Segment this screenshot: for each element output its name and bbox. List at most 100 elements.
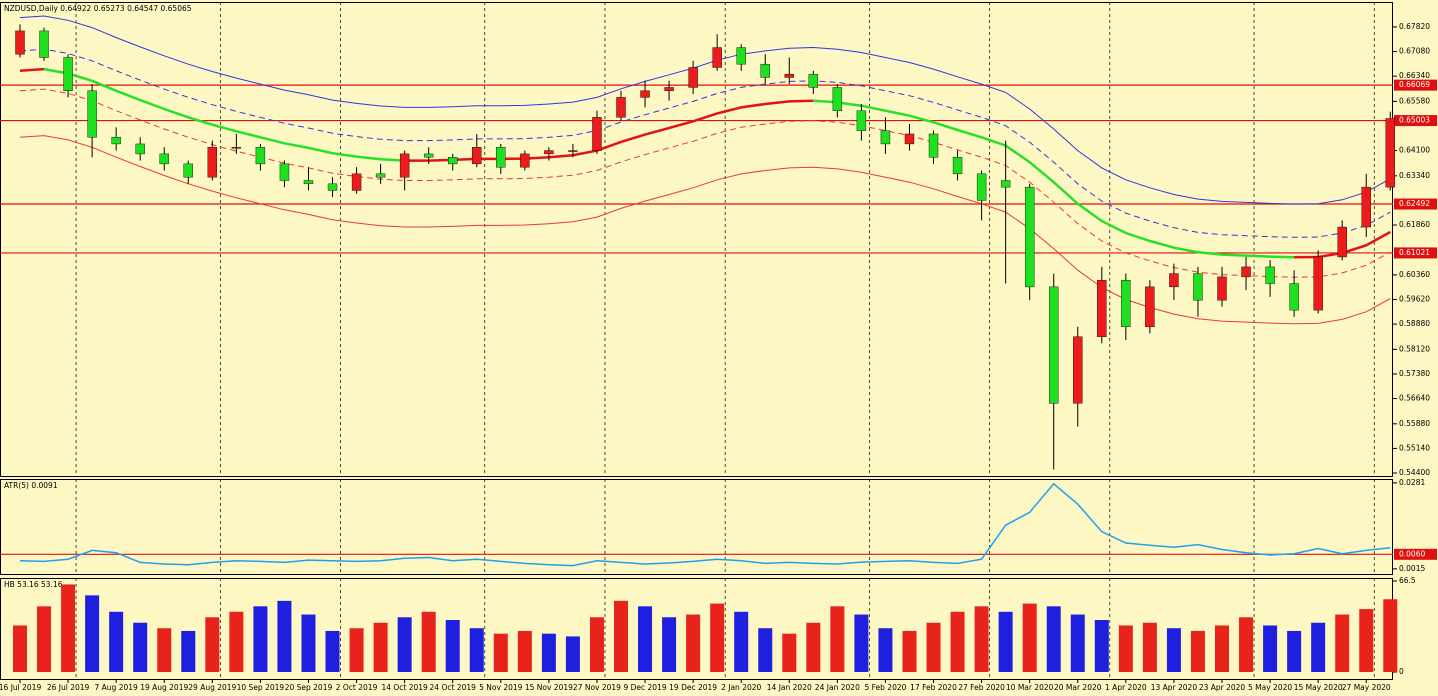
x-tick-label: 2 Oct 2019	[336, 683, 378, 692]
level-label: 0.62492	[1399, 199, 1430, 208]
bar	[854, 614, 869, 672]
candle-body	[63, 57, 73, 91]
bar	[926, 622, 941, 672]
bar	[1142, 622, 1157, 672]
bar	[830, 606, 845, 672]
bar	[85, 595, 100, 672]
x-tick-label: 13 Apr 2020	[1151, 683, 1198, 692]
bar	[229, 611, 244, 672]
candle-body	[279, 163, 290, 181]
y-tick-label: 0.0281	[1399, 478, 1425, 487]
x-tick-label: 17 Feb 2020	[910, 683, 957, 692]
y-tick-label: 0.63340	[1399, 171, 1430, 180]
level-label-bg	[1394, 198, 1437, 210]
candle-body	[1217, 276, 1227, 301]
bar	[421, 611, 436, 672]
candle-body	[832, 87, 843, 111]
y-tick-label: 0	[1399, 667, 1404, 676]
bar	[1359, 609, 1374, 672]
candle-body	[399, 153, 410, 178]
level-label: 0.66069	[1399, 80, 1430, 89]
candle-body	[904, 133, 915, 145]
bar	[1190, 630, 1205, 672]
y-tick-label: 0.0015	[1399, 564, 1425, 573]
x-tick-label: 15 May 2020	[1294, 683, 1343, 692]
x-tick-label: 24 Jan 2020	[815, 683, 860, 692]
bar	[469, 628, 484, 672]
candle-body	[1337, 226, 1347, 258]
candle-body	[928, 133, 939, 158]
candle-body	[255, 147, 266, 165]
candle-body	[1313, 256, 1323, 311]
y-tick-label: 0.58120	[1399, 344, 1430, 353]
bar	[734, 611, 749, 672]
y-tick-label: 0.67080	[1399, 47, 1430, 56]
bar	[1070, 614, 1085, 672]
candle-body	[616, 97, 626, 118]
y-tick-label: 0.59620	[1399, 294, 1430, 303]
candle-body	[207, 147, 218, 178]
x-tick-label: 14 Jan 2020	[767, 683, 812, 692]
candle-body	[327, 183, 338, 191]
bar	[1335, 614, 1350, 672]
bar	[61, 584, 76, 672]
candle-body	[736, 47, 746, 65]
candle-body	[1121, 280, 1131, 327]
bar	[253, 606, 268, 672]
candle-body	[472, 147, 482, 165]
bar	[541, 633, 556, 672]
candle-body	[1169, 273, 1179, 288]
bar	[1287, 630, 1302, 672]
y-tick-label: 0.64100	[1399, 146, 1430, 155]
y-tick-label: 0.57380	[1399, 369, 1430, 378]
bar	[710, 603, 725, 672]
panel-frame	[0, 2, 1393, 477]
bar	[998, 611, 1013, 672]
candle-body	[448, 157, 458, 165]
candle-body	[952, 157, 963, 175]
panel-frame	[0, 479, 1393, 575]
bar	[758, 628, 773, 672]
panel-title: NZDUSD,Daily 0.64922 0.65273 0.64547 0.6…	[4, 4, 192, 13]
x-tick-label: 20 Mar 2020	[1054, 683, 1102, 692]
bar	[13, 625, 27, 672]
y-tick-label: 0.65580	[1399, 96, 1430, 105]
indicator-line	[19, 15, 1391, 205]
bar	[589, 617, 604, 672]
candle-body	[880, 130, 891, 145]
candle-body	[664, 87, 674, 91]
bar	[1046, 606, 1061, 672]
bar	[1022, 603, 1037, 672]
candle-body	[87, 90, 97, 138]
candle-body	[1000, 180, 1011, 188]
bar	[349, 628, 364, 672]
x-tick-label: 10 Mar 2020	[1006, 683, 1054, 692]
candle-body	[159, 153, 169, 165]
x-tick-label: 19 Dec 2019	[669, 683, 717, 692]
y-tick-label: 0.56640	[1399, 394, 1430, 403]
candle-body	[1073, 336, 1083, 404]
candle-body	[1289, 283, 1299, 311]
x-tick-label: 26 Jul 2019	[47, 683, 90, 692]
candle-body	[1241, 266, 1251, 278]
candle-body	[1265, 266, 1275, 284]
candle-body	[712, 47, 722, 68]
x-tick-label: 19 Aug 2019	[140, 683, 188, 692]
candle-body	[1361, 186, 1371, 228]
x-tick-label: 14 Oct 2019	[381, 683, 428, 692]
x-tick-label: 20 Sep 2019	[285, 683, 333, 692]
candle-body	[303, 180, 314, 185]
bar	[37, 606, 52, 672]
bar	[157, 628, 172, 672]
bar	[1094, 620, 1109, 672]
x-tick-label: 27 Feb 2020	[958, 683, 1005, 692]
candle-body	[808, 73, 819, 88]
y-tick-label: 0.55880	[1399, 419, 1430, 428]
indicator-line	[813, 99, 1295, 259]
bar	[950, 611, 965, 672]
bar	[1383, 599, 1398, 672]
bar	[205, 617, 220, 672]
candle-body	[856, 110, 867, 131]
panel-title: ATR(5) 0.0091	[4, 481, 58, 490]
